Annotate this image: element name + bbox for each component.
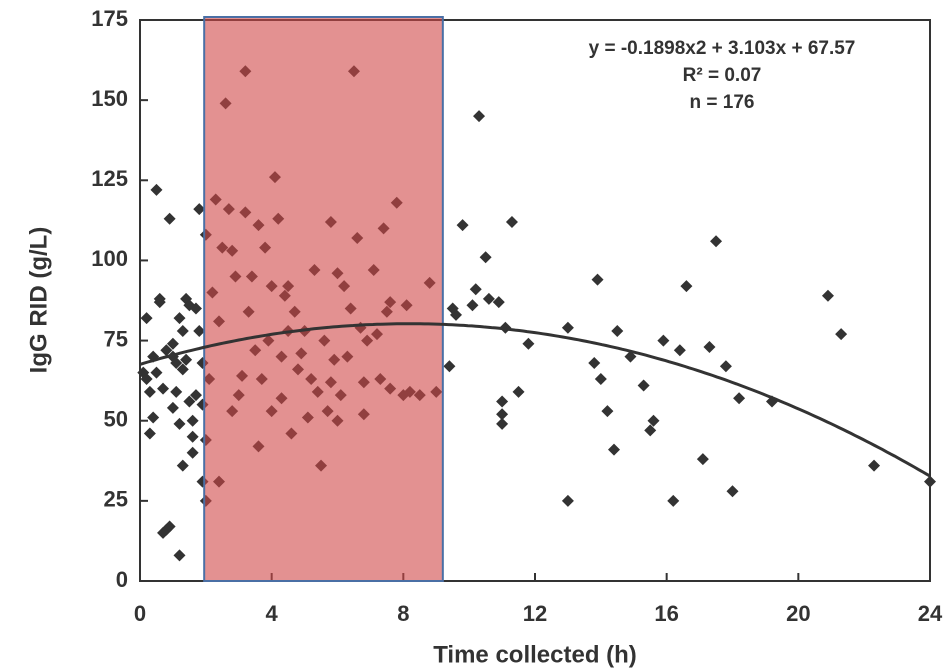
data-point bbox=[143, 427, 156, 440]
data-point bbox=[601, 405, 614, 418]
data-point bbox=[821, 289, 834, 302]
data-point bbox=[561, 494, 574, 507]
y-tick-label: 25 bbox=[104, 487, 128, 512]
data-point bbox=[170, 357, 183, 370]
y-tick-label: 75 bbox=[104, 326, 128, 351]
data-point bbox=[726, 485, 739, 498]
data-point bbox=[924, 475, 936, 488]
data-point bbox=[868, 459, 881, 472]
data-point bbox=[588, 357, 601, 370]
data-point bbox=[150, 366, 163, 379]
data-point bbox=[667, 494, 680, 507]
data-point bbox=[492, 296, 505, 309]
data-point bbox=[193, 324, 206, 337]
data-point bbox=[496, 417, 509, 430]
x-axis-title: Time collected (h) bbox=[433, 641, 637, 668]
data-point bbox=[163, 520, 176, 533]
data-point bbox=[193, 203, 206, 216]
data-point bbox=[522, 337, 535, 350]
data-point bbox=[166, 337, 179, 350]
data-point bbox=[482, 292, 495, 305]
data-point bbox=[173, 417, 186, 430]
data-point bbox=[163, 212, 176, 225]
data-point bbox=[496, 395, 509, 408]
data-point bbox=[561, 321, 574, 334]
data-point bbox=[835, 328, 848, 341]
data-point bbox=[170, 385, 183, 398]
data-point bbox=[696, 453, 709, 466]
data-point bbox=[479, 251, 492, 264]
x-tick-label: 8 bbox=[397, 601, 409, 626]
data-point bbox=[637, 379, 650, 392]
y-axis-title: IgG RID (g/L) bbox=[25, 227, 52, 374]
x-tick-label: 0 bbox=[134, 601, 146, 626]
y-tick-label: 100 bbox=[91, 246, 128, 271]
data-point bbox=[176, 324, 189, 337]
y-tick-label: 50 bbox=[104, 407, 128, 432]
data-point bbox=[173, 312, 186, 325]
data-point bbox=[140, 312, 153, 325]
data-point bbox=[594, 373, 607, 386]
data-point bbox=[466, 299, 479, 312]
annotation: y = -0.1898x2 + 3.103x + 67.57 bbox=[589, 38, 856, 59]
data-point bbox=[160, 344, 173, 357]
data-point bbox=[733, 392, 746, 405]
y-tick-label: 0 bbox=[116, 567, 128, 592]
data-point bbox=[186, 430, 199, 443]
data-point bbox=[140, 373, 153, 386]
data-point bbox=[673, 344, 686, 357]
y-tick-label: 150 bbox=[91, 86, 128, 111]
data-point bbox=[505, 215, 518, 228]
y-tick-label: 175 bbox=[91, 6, 128, 31]
data-point bbox=[157, 382, 170, 395]
data-point bbox=[469, 283, 482, 296]
x-tick-label: 20 bbox=[786, 601, 810, 626]
data-point bbox=[147, 411, 160, 424]
data-point bbox=[143, 385, 156, 398]
data-point bbox=[173, 549, 186, 562]
data-point bbox=[608, 443, 620, 456]
data-point bbox=[496, 408, 509, 421]
x-tick-label: 16 bbox=[654, 601, 678, 626]
x-tick-label: 24 bbox=[918, 601, 943, 626]
data-point bbox=[644, 424, 657, 437]
data-point bbox=[186, 446, 199, 459]
data-point bbox=[657, 334, 670, 347]
data-point bbox=[166, 401, 179, 414]
data-point bbox=[183, 395, 196, 408]
data-point bbox=[703, 340, 716, 353]
trendline bbox=[139, 322, 931, 478]
data-point bbox=[611, 324, 624, 337]
data-point bbox=[150, 183, 163, 196]
annotation: R² = 0.07 bbox=[683, 65, 762, 86]
x-tick-label: 4 bbox=[266, 601, 279, 626]
y-tick-label: 125 bbox=[91, 166, 128, 191]
data-point bbox=[186, 414, 199, 427]
highlight-region bbox=[203, 16, 444, 582]
data-point bbox=[719, 360, 732, 373]
data-point bbox=[443, 360, 456, 373]
data-point bbox=[710, 235, 723, 248]
data-point bbox=[189, 302, 202, 315]
data-point bbox=[680, 280, 693, 293]
data-point bbox=[647, 414, 660, 427]
data-point bbox=[456, 219, 469, 232]
data-point bbox=[176, 363, 189, 376]
data-point bbox=[624, 350, 637, 363]
data-point bbox=[180, 353, 193, 366]
x-tick-label: 12 bbox=[523, 601, 547, 626]
data-point bbox=[512, 385, 525, 398]
annotation: n = 176 bbox=[690, 92, 755, 113]
data-point bbox=[473, 110, 486, 123]
data-point bbox=[446, 302, 459, 315]
data-point bbox=[591, 273, 604, 286]
data-point bbox=[189, 389, 202, 402]
data-point bbox=[176, 459, 189, 472]
data-point bbox=[153, 296, 166, 309]
